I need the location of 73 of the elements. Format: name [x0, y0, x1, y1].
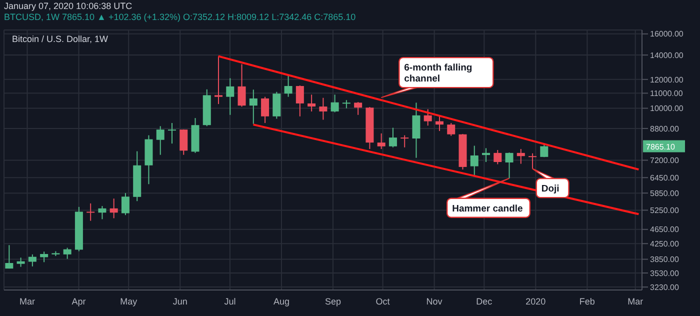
candlestick — [412, 102, 420, 158]
candlestick — [447, 122, 456, 136]
candlestick — [400, 134, 409, 148]
x-tick-label: Sep — [324, 296, 341, 306]
x-tick-label: Feb — [579, 296, 595, 306]
candlestick — [110, 198, 118, 219]
candlestick — [424, 108, 432, 126]
candlestick — [28, 254, 36, 267]
text: January 07, 2020 10:06:38 UTC — [4, 1, 134, 12]
candlestick — [226, 78, 234, 116]
candlestick — [470, 145, 478, 176]
y-tick-label: 5850.00 — [650, 188, 680, 198]
x-tick-label: Nov — [426, 296, 443, 306]
text: 7865.10 — [646, 142, 676, 152]
x-tick-label: Mar — [628, 296, 644, 306]
candlestick — [284, 75, 292, 98]
candlestick — [40, 251, 48, 263]
annotation: 6-month falling channel — [404, 62, 472, 85]
candlestick — [16, 257, 25, 268]
annotation: Doji — [541, 184, 560, 195]
candlestick — [388, 127, 397, 148]
x-tick-label: May — [120, 296, 138, 306]
annotation: Hammer candle — [452, 203, 523, 214]
y-tick-label: 8800.00 — [650, 124, 680, 134]
x-tick-label: Jun — [172, 296, 188, 306]
candlestick — [528, 152, 537, 170]
candlestick — [354, 102, 362, 116]
candlestick — [238, 64, 246, 108]
candlestick — [516, 148, 525, 164]
candlestick — [86, 202, 95, 222]
candlestick — [180, 128, 188, 156]
candlestick — [482, 148, 490, 162]
candlestick — [249, 89, 258, 124]
candlestick — [494, 150, 502, 165]
candlestick — [319, 97, 328, 120]
candlestick — [296, 84, 304, 117]
candlestick — [121, 192, 130, 216]
y-tick-label: 5250.00 — [650, 206, 680, 216]
candlestick — [261, 96, 270, 124]
candlestick — [435, 116, 444, 132]
x-tick-label: Apr — [72, 296, 86, 306]
text: Bitcoin / U.S. Dollar, 1W — [12, 34, 109, 44]
candlestick — [63, 247, 72, 260]
x-tick-label: Dec — [476, 296, 493, 306]
y-tick-label: 10000.00 — [650, 104, 684, 114]
y-tick-label: 16000.00 — [650, 30, 684, 39]
candlestick — [98, 206, 106, 220]
y-tick-label: 11000.00 — [650, 89, 684, 98]
y-tick-label: 12000.00 — [650, 75, 684, 84]
candlestick — [308, 94, 316, 112]
y-tick-label: 4650.00 — [650, 225, 680, 234]
candlestick — [377, 132, 386, 150]
candlestick — [214, 56, 223, 105]
x-tick-label: 2020 — [526, 296, 546, 306]
candlestick — [272, 91, 281, 120]
candlestick — [505, 152, 514, 179]
y-tick-label: 3530.00 — [650, 268, 680, 278]
x-tick-label: Jul — [224, 296, 236, 306]
candlestick — [5, 244, 14, 270]
x-tick-label: Aug — [273, 296, 290, 306]
y-tick-label: 7200.00 — [650, 156, 680, 166]
y-tick-label: 3230.00 — [650, 282, 680, 292]
chart-subtitle: BTCUSD, 1W 7865.10 ▲ +102.36 (+1.32%) O:7352.12 H:8009.12 L:7342.46 C:7865.10 — [4, 12, 357, 23]
candlestick — [330, 94, 339, 113]
y-tick-label: 4250.00 — [650, 239, 680, 248]
candlestick — [168, 122, 176, 144]
y-tick-label: 14000.00 — [650, 50, 684, 60]
x-tick-label: Oct — [376, 296, 390, 306]
candlestick — [342, 100, 350, 109]
y-tick-label: 3850.00 — [650, 255, 680, 264]
candlestick — [156, 126, 164, 156]
x-tick-label: Mar — [20, 296, 36, 306]
y-tick-label: 6450.00 — [650, 173, 680, 182]
